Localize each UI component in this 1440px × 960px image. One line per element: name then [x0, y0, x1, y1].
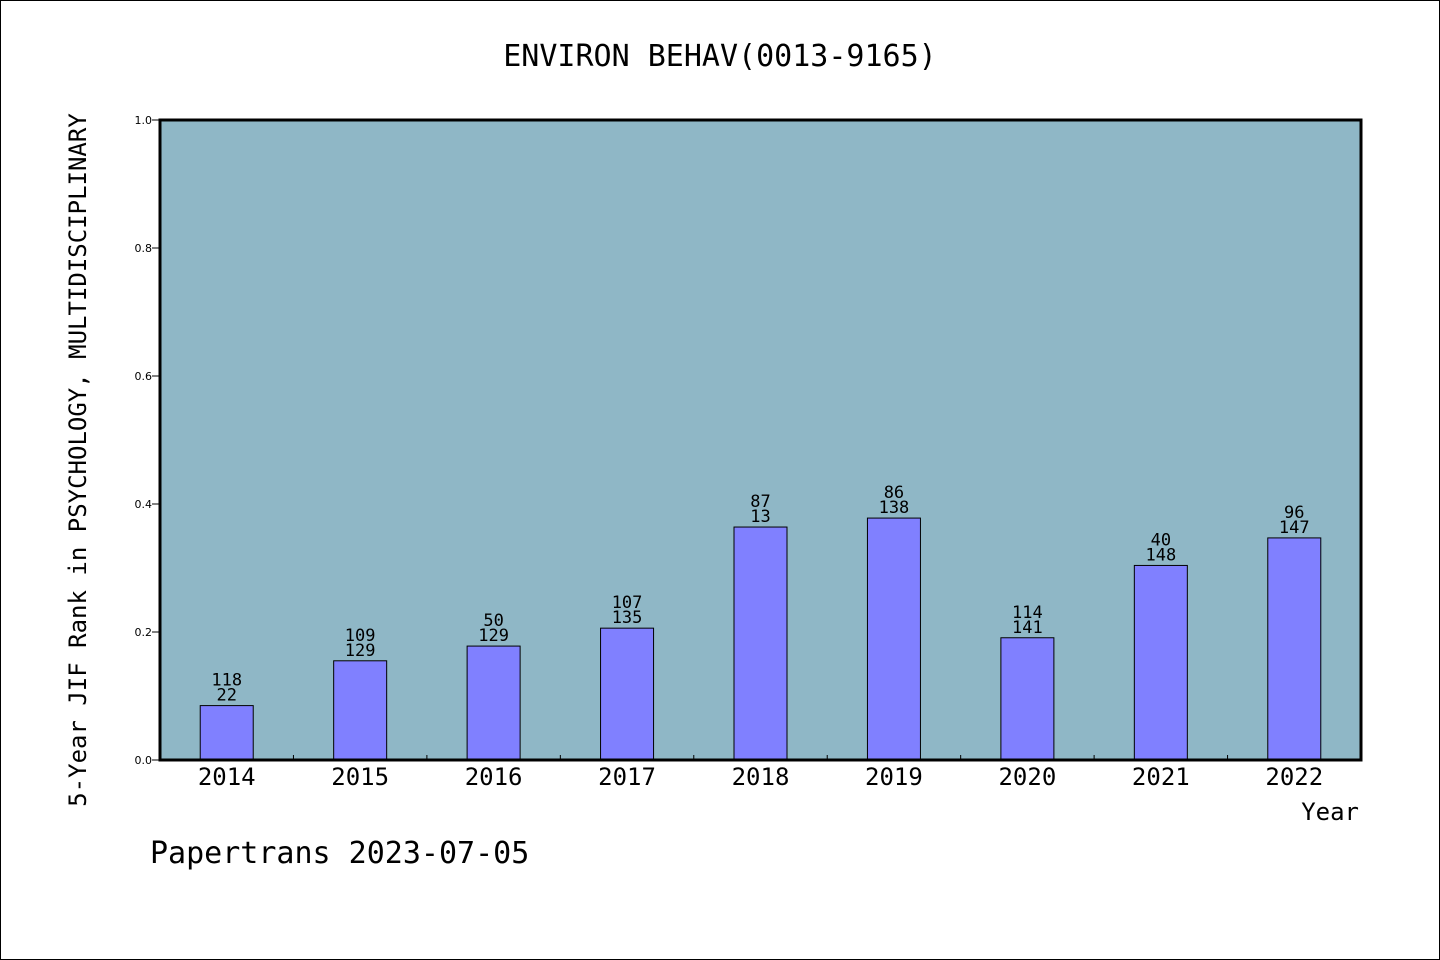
bar-2022 [1267, 537, 1322, 761]
x-tick-label: 2017 [598, 763, 656, 791]
y-tick-label: 0.2 [135, 626, 153, 639]
bar-rank-label: 87 [750, 492, 770, 512]
bar-total-label: 148 [1145, 545, 1176, 565]
x-axis-label: Year [1301, 798, 1359, 826]
bar-rank-label: 50 [483, 611, 503, 631]
bar-rank-label: 86 [884, 483, 904, 503]
x-tick-label: 2019 [865, 763, 923, 791]
bar-total-label: 129 [478, 626, 509, 646]
bar-rank-label: 118 [211, 671, 242, 691]
bar-total-label: 13 [750, 507, 770, 527]
x-tick-label: 2021 [1132, 763, 1190, 791]
bar-2015 [333, 660, 388, 761]
bar-2017 [600, 627, 655, 761]
x-tick-label: 2020 [998, 763, 1056, 791]
y-tick-label: 1.0 [135, 114, 153, 127]
bar-2018 [733, 526, 788, 761]
bar-total-label: 22 [216, 686, 236, 706]
x-tick-label: 2014 [198, 763, 256, 791]
chart-title: ENVIRON BEHAV(0013-9165) [503, 39, 936, 74]
x-tick-label: 2015 [331, 763, 389, 791]
bar-rank-label: 96 [1284, 503, 1304, 523]
plot-border [158, 118, 1363, 762]
y-tick-label: 0.0 [135, 754, 153, 767]
bar-rank-label: 40 [1151, 530, 1171, 550]
bar-total-label: 129 [345, 641, 376, 661]
bar-rank-label: 107 [612, 593, 643, 613]
y-axis-label: 5-Year JIF Rank in PSYCHOLOGY, MULTIDISC… [64, 113, 92, 807]
bar-2019 [866, 517, 921, 761]
x-tick-label: 2022 [1265, 763, 1323, 791]
bar-total-label: 135 [612, 608, 643, 628]
bar-rank-label: 114 [1012, 603, 1043, 623]
y-tick-label: 0.4 [135, 498, 153, 511]
bar-2016 [466, 645, 521, 761]
x-tick-label: 2018 [732, 763, 790, 791]
bar-2020 [1000, 637, 1055, 761]
bar-2014 [199, 705, 254, 761]
x-tick-label: 2016 [465, 763, 523, 791]
bar-2021 [1133, 564, 1188, 761]
bar-total-label: 147 [1279, 518, 1310, 538]
bar-total-label: 138 [879, 498, 910, 518]
y-tick-label: 0.8 [135, 242, 153, 255]
y-tick-label: 0.6 [135, 370, 153, 383]
bar-total-label: 141 [1012, 618, 1043, 638]
footer-stamp: Papertrans 2023-07-05 [150, 836, 529, 871]
bar-rank-label: 109 [345, 626, 376, 646]
